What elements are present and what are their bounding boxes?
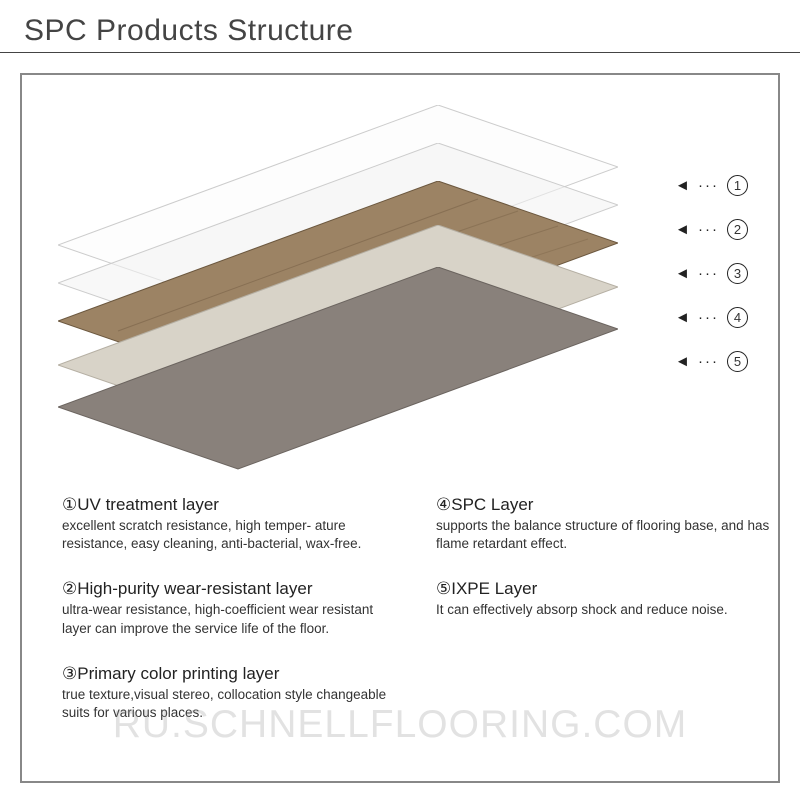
descriptions-left-column: ①UV treatment layer excellent scratch re… [62, 495, 402, 722]
layer-5 [58, 267, 578, 477]
arrow-icon: ◄ ··· [675, 177, 719, 194]
layer-number-labels: ◄ ··· 1 ◄ ··· 2 ◄ ··· 3 ◄ ··· 4 ◄ ··· 5 [675, 163, 748, 383]
layer-number-1: 1 [727, 175, 748, 196]
desc-1-title: ①UV treatment layer [62, 495, 402, 515]
desc-2-text: ultra-wear resistance, high-coefficient … [62, 601, 402, 637]
page-title: SPC Products Structure [0, 0, 800, 53]
desc-3-title: ③Primary color printing layer [62, 664, 402, 684]
arrow-icon: ◄ ··· [675, 309, 719, 326]
content-frame: ◄ ··· 1 ◄ ··· 2 ◄ ··· 3 ◄ ··· 4 ◄ ··· 5 ①UV treat… [20, 73, 780, 783]
desc-layer-1: ①UV treatment layer excellent scratch re… [62, 495, 402, 553]
desc-4-text: supports the balance structure of floori… [436, 517, 776, 553]
layer-label-1: ◄ ··· 1 [675, 163, 748, 207]
desc-layer-4: ④SPC Layer supports the balance structur… [436, 495, 776, 553]
arrow-icon: ◄ ··· [675, 221, 719, 238]
layer-number-2: 2 [727, 219, 748, 240]
arrow-icon: ◄ ··· [675, 353, 719, 370]
desc-1-text: excellent scratch resistance, high tempe… [62, 517, 402, 553]
layer-number-5: 5 [727, 351, 748, 372]
layer-number-4: 4 [727, 307, 748, 328]
desc-5-title: ⑤IXPE Layer [436, 579, 776, 599]
arrow-icon: ◄ ··· [675, 265, 719, 282]
desc-2-title: ②High-purity wear-resistant layer [62, 579, 402, 599]
layer-label-3: ◄ ··· 3 [675, 251, 748, 295]
layer-descriptions: ①UV treatment layer excellent scratch re… [62, 495, 748, 722]
desc-layer-3: ③Primary color printing layer true textu… [62, 664, 402, 722]
layer-label-2: ◄ ··· 2 [675, 207, 748, 251]
layer-label-4: ◄ ··· 4 [675, 295, 748, 339]
layer-number-3: 3 [727, 263, 748, 284]
desc-3-text: true texture,visual stereo, collocation … [62, 686, 402, 722]
descriptions-right-column: ④SPC Layer supports the balance structur… [436, 495, 776, 722]
desc-layer-2: ②High-purity wear-resistant layer ultra-… [62, 579, 402, 637]
layer-label-5: ◄ ··· 5 [675, 339, 748, 383]
desc-5-text: It can effectively absorp shock and redu… [436, 601, 776, 619]
desc-4-title: ④SPC Layer [436, 495, 776, 515]
exploded-layers-diagram: ◄ ··· 1 ◄ ··· 2 ◄ ··· 3 ◄ ··· 4 ◄ ··· 5 [22, 75, 778, 465]
desc-layer-5: ⑤IXPE Layer It can effectively absorp sh… [436, 579, 776, 619]
